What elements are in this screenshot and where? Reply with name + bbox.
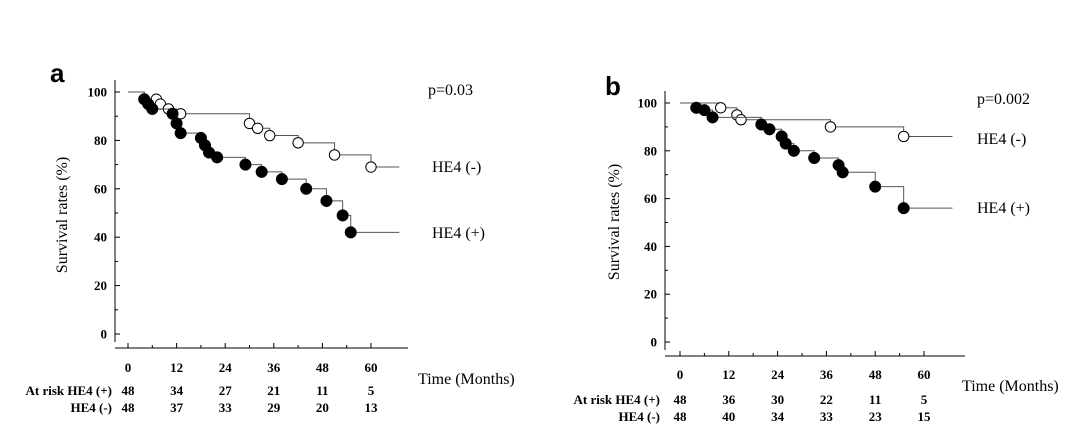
panel-b-x-tick-label: 36 xyxy=(820,367,834,382)
panel-a-at-risk-neg-value: 20 xyxy=(316,400,329,415)
panel-b-y-tick-label: 0 xyxy=(651,335,658,350)
panel-a-series-he4-pos-censor-mark xyxy=(239,158,252,171)
panel-a-at-risk-pos-value: 11 xyxy=(316,383,328,398)
panel-a-y-tick-label: 100 xyxy=(88,85,108,100)
panel-b-at-risk-pos-value: 22 xyxy=(820,392,833,407)
panel-a-y-tick-label: 0 xyxy=(101,327,108,342)
panel-b-letter: b xyxy=(605,71,621,101)
panel-a-series-he4-neg-censor-mark xyxy=(365,161,377,173)
panel-a-series-he4-pos-censor-mark xyxy=(255,165,268,178)
panel-a-y-tick-label: 20 xyxy=(94,278,107,293)
panel-b-x-tick-label: 12 xyxy=(722,367,735,382)
panel-b-series-he4-pos-censor-mark xyxy=(779,137,792,150)
panel-b-at-risk-neg-value: 40 xyxy=(722,409,735,424)
panel-a-series-he4-pos-censor-mark xyxy=(275,173,288,186)
panel-b-at-risk-pos-value: 30 xyxy=(771,392,784,407)
panel-a: a p=0.03 Survival rates (%) Time (Months… xyxy=(26,58,515,415)
panel-b-at-risk-neg-value: 33 xyxy=(820,409,834,424)
panel-b-series-he4-pos-censor-mark xyxy=(897,202,910,215)
panel-a-series-he4-neg-censor-mark xyxy=(292,137,304,149)
panel-b-at-risk-pos-value: 11 xyxy=(869,392,881,407)
panel-a-y-axis-label: Survival rates (%) xyxy=(54,157,71,273)
panel-b-y-tick-label: 40 xyxy=(644,239,657,254)
panel-a-at-risk-neg-value: 13 xyxy=(365,400,379,415)
panel-b-series-he4-pos-censor-mark xyxy=(869,180,882,193)
panel-b-at-risk-pos-value: 5 xyxy=(921,392,928,407)
panel-b-at-risk-pos-value: 48 xyxy=(674,392,688,407)
panel-a-x-tick-label: 60 xyxy=(365,360,378,375)
panel-b-x-axis-label: Time (Months) xyxy=(962,378,1059,395)
panel-a-at-risk-label-pos: At risk HE4 (+) xyxy=(26,383,113,398)
panel-a-series-he4-pos-censor-mark xyxy=(211,151,224,164)
panel-a-series-he4-pos-censor-mark xyxy=(320,194,333,207)
panel-a-y-tick-label: 40 xyxy=(94,230,107,245)
panel-a-x-tick-label: 24 xyxy=(219,360,233,375)
panel-a-at-risk-pos-value: 5 xyxy=(368,383,375,398)
panel-a-series-he4-neg-label: HE4 (-) xyxy=(432,159,481,176)
panel-b-y-tick-label: 20 xyxy=(644,287,657,302)
panel-a-at-risk-label-neg: HE4 (-) xyxy=(70,400,112,415)
panel-b-at-risk-pos-value: 36 xyxy=(722,392,736,407)
panel-a-series-he4-neg-censor-mark xyxy=(264,129,276,142)
panel-b-series-he4-neg-censor-mark xyxy=(897,130,910,143)
panel-a-series-he4-neg-censor-mark xyxy=(328,149,341,161)
panel-b-y-tick-label: 60 xyxy=(644,191,657,206)
panel-b-series-he4-neg-censor-mark xyxy=(824,121,837,133)
panel-b-x-tick-label: 60 xyxy=(918,367,931,382)
panel-a-series-he4-pos-censor-mark xyxy=(344,226,357,239)
panel-a-series-he4-pos-label: HE4 (+) xyxy=(432,225,485,242)
panel-a-series-he4-pos-censor-mark xyxy=(336,209,349,222)
panel-a-series-he4-neg-censor-mark xyxy=(251,122,264,135)
panel-a-series-he4-pos-censor-mark xyxy=(174,127,187,140)
panel-b: b p=0.002 Survival rates (%) Time (Month… xyxy=(574,71,1059,424)
panel-a-at-risk-neg-value: 48 xyxy=(122,400,136,415)
panel-b-at-risk-neg-value: 34 xyxy=(771,409,785,424)
panel-b-series-he4-pos-censor-mark xyxy=(706,111,719,124)
panel-a-x-tick-label: 36 xyxy=(267,360,281,375)
panel-a-x-axis-label: Time (Months) xyxy=(418,371,515,388)
panel-b-at-risk-neg-value: 23 xyxy=(869,409,883,424)
panel-b-at-risk-label-pos: At risk HE4 (+) xyxy=(574,392,661,407)
panel-b-series-he4-pos-censor-mark xyxy=(763,123,776,136)
panel-b-x-tick-label: 48 xyxy=(869,367,883,382)
panel-b-series-he4-pos-censor-mark xyxy=(698,104,711,117)
panel-b-at-risk-label-neg: HE4 (-) xyxy=(618,409,660,424)
panel-a-x-tick-label: 12 xyxy=(170,360,183,375)
panel-b-series-he4-pos-censor-mark xyxy=(808,151,821,165)
panel-a-x-tick-label: 0 xyxy=(125,360,132,375)
panel-b-series-he4-pos-label: HE4 (+) xyxy=(977,200,1030,217)
panel-a-y-tick-label: 60 xyxy=(94,181,107,196)
panel-a-p-value: p=0.03 xyxy=(428,82,473,99)
panel-b-at-risk-neg-value: 15 xyxy=(918,409,932,424)
panel-a-series-he4-pos-censor-mark xyxy=(146,102,159,115)
panel-b-y-axis-label: Survival rates (%) xyxy=(606,164,623,280)
panel-b-series-he4-neg-censor-mark xyxy=(714,102,727,114)
panel-b-series-he4-pos-censor-mark xyxy=(787,144,800,157)
panel-a-series-he4-pos-censor-mark xyxy=(300,182,313,195)
panel-a-at-risk-pos-value: 48 xyxy=(122,383,136,398)
panel-b-series-he4-pos-censor-mark xyxy=(836,166,849,179)
panel-b-x-tick-label: 0 xyxy=(677,367,684,382)
panel-b-y-tick-label: 100 xyxy=(638,96,658,111)
panel-b-x-tick-label: 24 xyxy=(771,367,785,382)
panel-a-y-tick-label: 80 xyxy=(94,133,107,148)
panel-a-at-risk-pos-value: 27 xyxy=(219,383,233,398)
panel-b-p-value: p=0.002 xyxy=(977,91,1030,108)
panel-b-series-he4-neg-label: HE4 (-) xyxy=(977,131,1026,148)
panel-a-at-risk-pos-value: 21 xyxy=(267,383,280,398)
panel-b-at-risk-neg-value: 48 xyxy=(674,409,688,424)
panel-a-at-risk-neg-value: 29 xyxy=(267,400,281,415)
panel-a-letter: a xyxy=(50,58,65,88)
panel-a-at-risk-neg-value: 37 xyxy=(170,400,184,415)
panel-a-at-risk-pos-value: 34 xyxy=(170,383,184,398)
panel-b-y-tick-label: 80 xyxy=(644,143,657,158)
panel-a-x-tick-label: 48 xyxy=(316,360,330,375)
panel-a-at-risk-neg-value: 33 xyxy=(219,400,233,415)
panel-b-series-he4-neg-censor-mark xyxy=(735,114,747,126)
